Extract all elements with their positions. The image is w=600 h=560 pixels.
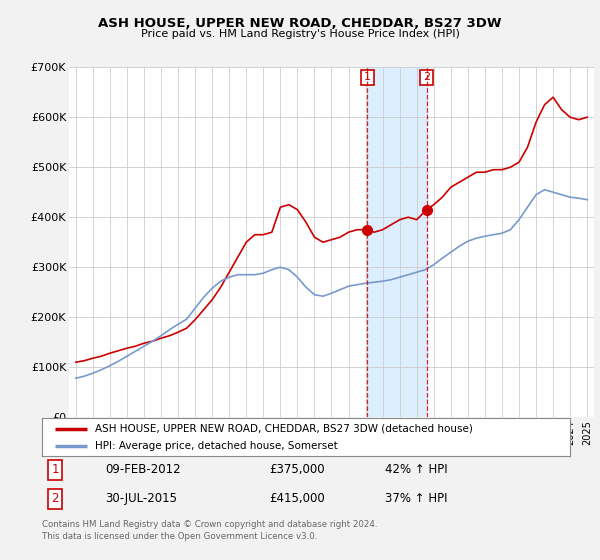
Text: 1: 1 [52, 463, 59, 476]
Bar [367, 67, 427, 417]
Text: 1: 1 [364, 72, 371, 82]
Text: 2: 2 [52, 492, 59, 505]
Text: 37% ↑ HPI: 37% ↑ HPI [385, 492, 448, 505]
Text: 09-FEB-2012: 09-FEB-2012 [106, 463, 181, 476]
Text: £415,000: £415,000 [269, 492, 325, 505]
Text: This data is licensed under the Open Government Licence v3.0.: This data is licensed under the Open Gov… [42, 532, 317, 541]
Text: ASH HOUSE, UPPER NEW ROAD, CHEDDAR, BS27 3DW: ASH HOUSE, UPPER NEW ROAD, CHEDDAR, BS27… [98, 17, 502, 30]
Text: Contains HM Land Registry data © Crown copyright and database right 2024.: Contains HM Land Registry data © Crown c… [42, 520, 377, 529]
Text: ASH HOUSE, UPPER NEW ROAD, CHEDDAR, BS27 3DW (detached house): ASH HOUSE, UPPER NEW ROAD, CHEDDAR, BS27… [95, 423, 473, 433]
Text: 42% ↑ HPI: 42% ↑ HPI [385, 463, 448, 476]
Text: 30-JUL-2015: 30-JUL-2015 [106, 492, 178, 505]
Text: 2: 2 [423, 72, 430, 82]
Text: Price paid vs. HM Land Registry's House Price Index (HPI): Price paid vs. HM Land Registry's House … [140, 29, 460, 39]
Text: £375,000: £375,000 [269, 463, 325, 476]
Text: HPI: Average price, detached house, Somerset: HPI: Average price, detached house, Some… [95, 441, 338, 451]
